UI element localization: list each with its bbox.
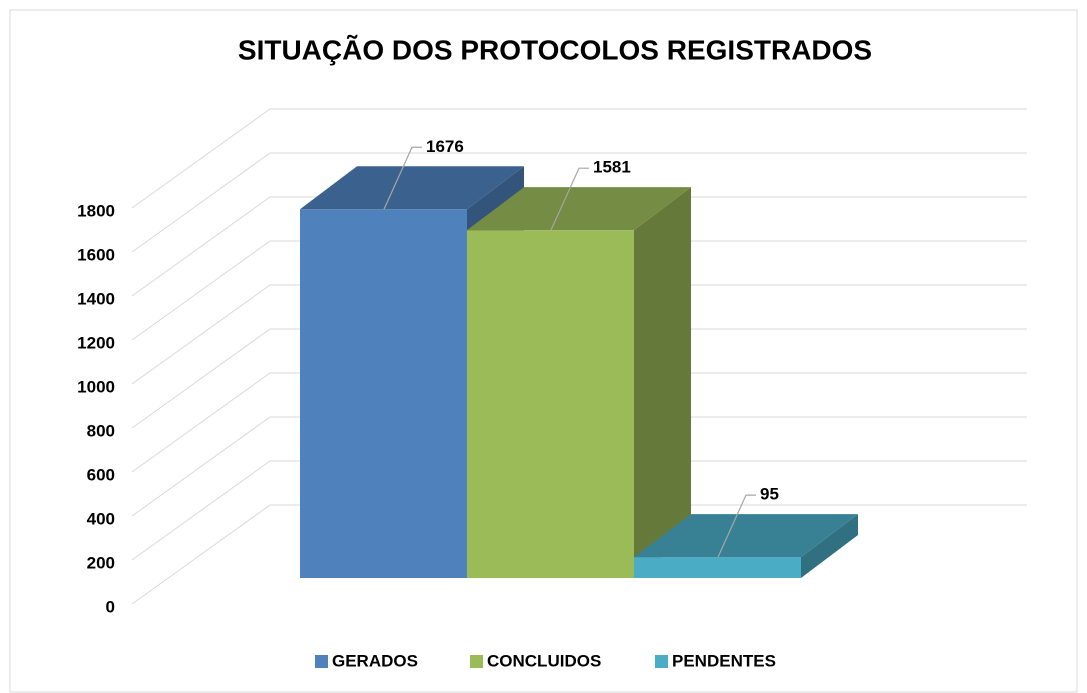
grid-line bbox=[131, 328, 1027, 429]
data-label: 95 bbox=[760, 485, 779, 504]
y-tick-label: 800 bbox=[87, 421, 115, 440]
leader-line bbox=[717, 494, 756, 558]
bar-side bbox=[634, 187, 691, 578]
y-tick-label: 1800 bbox=[77, 201, 115, 220]
legend-label: GERADOS bbox=[332, 651, 418, 670]
bar-top bbox=[300, 166, 524, 210]
grid-line bbox=[131, 372, 1027, 473]
y-tick-label: 400 bbox=[87, 509, 115, 528]
grid-line bbox=[131, 240, 1027, 341]
leader-line bbox=[383, 146, 422, 210]
legend-label: PENDENTES bbox=[672, 651, 776, 670]
y-tick-label: 1600 bbox=[77, 245, 115, 264]
legend-swatch bbox=[315, 655, 328, 668]
grid-line bbox=[131, 504, 1027, 605]
y-tick-label: 200 bbox=[87, 553, 115, 572]
bar bbox=[300, 209, 467, 578]
bar-side bbox=[801, 514, 858, 578]
leader-line bbox=[550, 167, 589, 231]
legend-label: CONCLUIDOS bbox=[487, 651, 601, 670]
data-label: 1581 bbox=[593, 158, 631, 177]
y-tick-label: 1400 bbox=[77, 289, 115, 308]
grid-line bbox=[131, 460, 1027, 561]
data-label: 1676 bbox=[426, 137, 464, 156]
bar bbox=[634, 557, 801, 578]
legend-swatch bbox=[470, 655, 483, 668]
grid-line bbox=[131, 284, 1027, 385]
y-tick-label: 600 bbox=[87, 465, 115, 484]
legend-swatch bbox=[655, 655, 668, 668]
y-tick-label: 1200 bbox=[77, 333, 115, 352]
bar bbox=[467, 230, 634, 578]
y-tick-label: 0 bbox=[106, 597, 115, 616]
grid-line bbox=[131, 416, 1027, 517]
bar-top bbox=[467, 187, 691, 231]
grid-line bbox=[131, 152, 1027, 253]
grid-line bbox=[131, 108, 1027, 209]
grid-line bbox=[131, 196, 1027, 297]
y-tick-label: 1000 bbox=[77, 377, 115, 396]
bar-top bbox=[634, 514, 858, 558]
chart-title: SITUAÇÃO DOS PROTOCOLOS REGISTRADOS bbox=[238, 34, 872, 65]
